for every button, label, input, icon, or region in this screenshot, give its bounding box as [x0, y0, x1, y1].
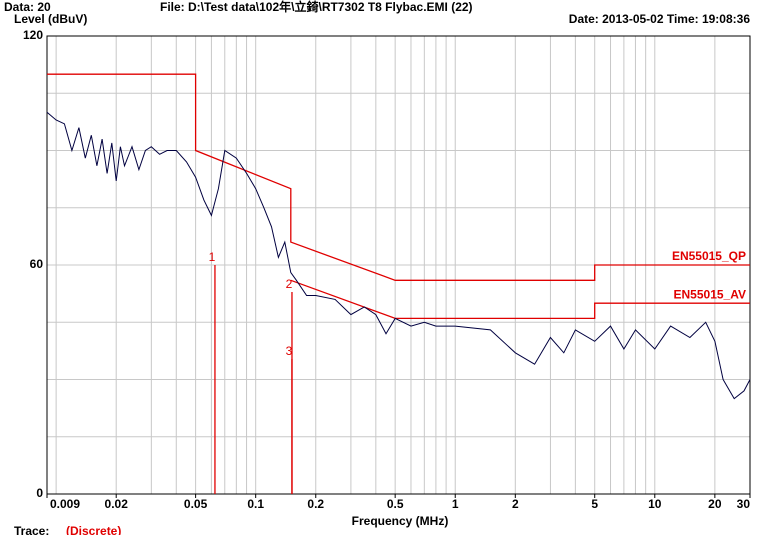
x-tick-label: 0.2 [307, 497, 324, 511]
x-tick-label: 0.02 [105, 497, 129, 511]
x-tick-label: 0.5 [387, 497, 404, 511]
marker-label: 3 [286, 344, 293, 358]
x-tick-label: 20 [708, 497, 722, 511]
limit-line [290, 279, 750, 320]
x-axis-label: Frequency (MHz) [352, 514, 449, 528]
header-left: Data: 20 [4, 0, 51, 14]
marker-label: 1 [209, 250, 216, 264]
header-right: Date: 2013-05-02 Time: 19:08:36 [569, 12, 751, 26]
y-tick-label: 0 [36, 486, 43, 500]
x-tick-label: 1 [452, 497, 459, 511]
x-tick-label: 5 [591, 497, 598, 511]
x-tick-label: 0.009 [50, 497, 80, 511]
x-tick-label: 0.05 [184, 497, 208, 511]
x-tick-label: 2 [512, 497, 519, 511]
limit-label: EN55015_AV [674, 287, 747, 301]
trace-mode: (Discrete) [66, 524, 121, 535]
chart-title: File: D:\Test data\102年\立錡\RT7302 T8 Fly… [160, 0, 473, 14]
y-tick-label: 120 [23, 28, 43, 42]
limit-label: EN55015_QP [672, 249, 746, 263]
trace-label: Trace: [14, 524, 49, 535]
x-tick-label: 30 [737, 497, 751, 511]
y-tick-label: 60 [30, 257, 44, 271]
trace-line [46, 111, 751, 400]
y-axis-label: Level (dBuV) [14, 12, 87, 26]
marker-label: 2 [286, 277, 293, 291]
x-tick-label: 0.1 [247, 497, 264, 511]
limit-line [47, 73, 750, 281]
x-tick-label: 10 [648, 497, 662, 511]
